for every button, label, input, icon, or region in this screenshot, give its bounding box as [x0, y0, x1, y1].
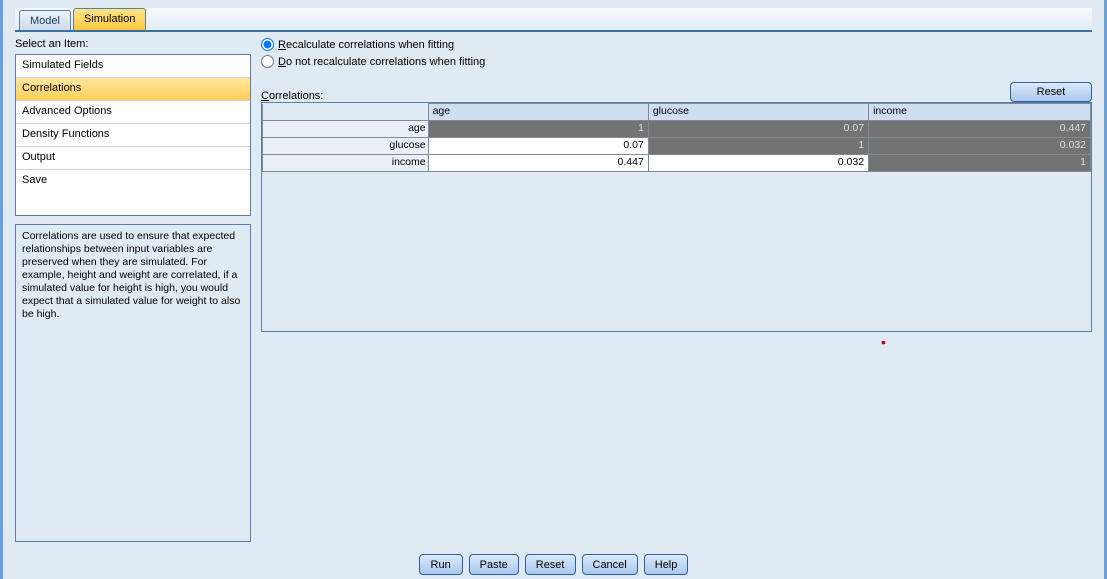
- red-dot-indicator: •: [881, 334, 1107, 344]
- sidebar-item-advanced-options[interactable]: Advanced Options: [16, 101, 250, 124]
- column-header-glucose[interactable]: glucose: [648, 104, 868, 121]
- item-list: Simulated FieldsCorrelationsAdvanced Opt…: [15, 54, 251, 216]
- right-panel: Recalculate correlations when fitting Do…: [261, 38, 1092, 542]
- sidebar-item-simulated-fields[interactable]: Simulated Fields: [16, 55, 250, 78]
- correlations-table-area: ageglucoseincomeage10.070.447glucose0.07…: [261, 102, 1092, 332]
- table-corner: [263, 104, 429, 121]
- sidebar-item-correlations[interactable]: Correlations: [16, 78, 250, 101]
- left-panel: Select an Item: Simulated FieldsCorrelat…: [15, 38, 251, 542]
- sidebar-item-save[interactable]: Save: [16, 170, 250, 192]
- correlations-table: ageglucoseincomeage10.070.447glucose0.07…: [262, 103, 1091, 172]
- cell-glucose-income[interactable]: 0.032: [869, 138, 1091, 155]
- tab-model[interactable]: Model: [19, 10, 71, 30]
- cell-income-age[interactable]: 0.447: [428, 155, 648, 172]
- radio-recalculate-input[interactable]: [261, 38, 274, 51]
- row-header-glucose[interactable]: glucose: [263, 138, 429, 155]
- column-header-income[interactable]: income: [869, 104, 1091, 121]
- row-header-age[interactable]: age: [263, 121, 429, 138]
- cancel-button[interactable]: Cancel: [582, 554, 638, 575]
- radio-do-not-recalculate[interactable]: Do not recalculate correlations when fit…: [261, 55, 1092, 68]
- cell-income-income[interactable]: 1: [869, 155, 1091, 172]
- radio-do-not-recalculate-input[interactable]: [261, 55, 274, 68]
- sidebar-item-density-functions[interactable]: Density Functions: [16, 124, 250, 147]
- select-item-label: Select an Item:: [15, 38, 251, 50]
- radio-recalculate-label: Recalculate correlations when fitting: [278, 39, 454, 51]
- tab-bar: Model Simulation: [15, 8, 1092, 32]
- row-header-income[interactable]: income: [263, 155, 429, 172]
- cell-income-glucose[interactable]: 0.032: [648, 155, 868, 172]
- sidebar-item-output[interactable]: Output: [16, 147, 250, 170]
- cell-glucose-glucose[interactable]: 1: [648, 138, 868, 155]
- radio-recalculate[interactable]: Recalculate correlations when fitting: [261, 38, 1092, 51]
- description-box: Correlations are used to ensure that exp…: [15, 224, 251, 542]
- correlations-label: Correlations:: [261, 90, 323, 102]
- cell-age-glucose[interactable]: 0.07: [648, 121, 868, 138]
- cell-age-income[interactable]: 0.447: [869, 121, 1091, 138]
- column-header-age[interactable]: age: [428, 104, 648, 121]
- tab-simulation[interactable]: Simulation: [73, 8, 146, 30]
- run-button[interactable]: Run: [419, 554, 463, 575]
- help-button[interactable]: Help: [644, 554, 689, 575]
- radio-do-not-recalculate-label: Do not recalculate correlations when fit…: [278, 56, 485, 68]
- reset-correlations-button[interactable]: Reset: [1010, 82, 1092, 102]
- cell-glucose-age[interactable]: 0.07: [428, 138, 648, 155]
- footer-buttons: Run Paste Reset Cancel Help: [15, 554, 1092, 575]
- correlations-header: Correlations: Reset: [261, 82, 1092, 102]
- paste-button[interactable]: Paste: [469, 554, 519, 575]
- cell-age-age[interactable]: 1: [428, 121, 648, 138]
- reset-button[interactable]: Reset: [525, 554, 576, 575]
- main-panel: Select an Item: Simulated FieldsCorrelat…: [15, 38, 1092, 542]
